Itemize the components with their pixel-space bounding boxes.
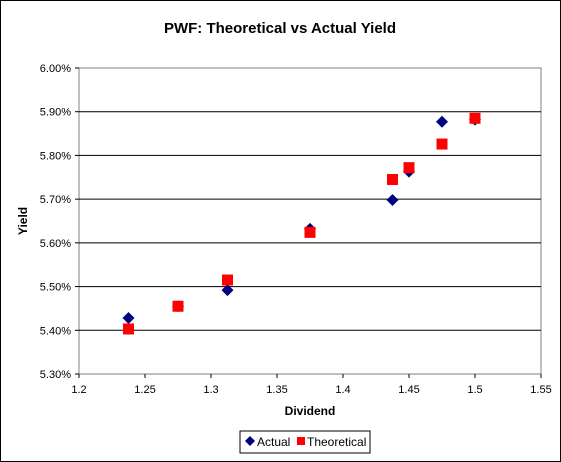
series-layer (122, 112, 481, 335)
x-tick-label: 1.2 (71, 384, 86, 396)
chart-title: PWF: Theoretical vs Actual Yield (164, 20, 396, 37)
y-axis-title: Yield (16, 207, 30, 235)
plot-area (78, 67, 542, 375)
x-axis-title: Dividend (285, 404, 336, 418)
theoretical-point (304, 226, 316, 238)
x-tick-label: 1.35 (266, 384, 287, 396)
legend: Actual Theoretical (239, 430, 371, 454)
y-tick-label: 6.00% (40, 63, 71, 75)
legend-actual-marker (245, 436, 255, 446)
actual-point (122, 312, 135, 325)
x-tick-label: 1.4 (335, 384, 350, 396)
theoretical-point (469, 112, 481, 124)
x-tick-label: 1.3 (203, 384, 218, 396)
theoretical-point (222, 274, 233, 286)
theoretical-point (387, 173, 398, 185)
legend-theoretical-marker (297, 437, 305, 445)
y-tick-label: 5.90% (40, 107, 71, 119)
y-axis: 5.30% 5.40% 5.50% 5.60% 5.70% 5.80% 5.90% 6.00% (40, 63, 79, 381)
grid-lines (79, 111, 541, 331)
x-axis: 1.2 1.25 1.3 1.35 1.4 1.45 1.5 1.55 (71, 374, 552, 396)
theoretical-point (403, 162, 415, 174)
y-tick-label: 5.80% (40, 150, 71, 162)
theoretical-point (123, 323, 134, 335)
actual-point (436, 115, 448, 128)
y-tick-label: 5.40% (40, 325, 71, 337)
x-tick-label: 1.45 (398, 384, 419, 396)
y-tick-label: 5.30% (40, 369, 71, 381)
theoretical-point (172, 300, 184, 312)
x-tick-label: 1.25 (134, 384, 155, 396)
actual-point (386, 194, 399, 207)
x-tick-label: 1.55 (530, 384, 551, 396)
theoretical-point (436, 138, 448, 150)
y-tick-label: 5.70% (40, 194, 71, 206)
actual-point (221, 284, 234, 297)
y-tick-label: 5.50% (40, 282, 71, 294)
x-tick-label: 1.5 (467, 384, 482, 396)
legend-actual-label: Actual (257, 435, 290, 449)
y-tick-label: 5.60% (40, 238, 71, 250)
legend-theoretical-label: Theoretical (307, 435, 366, 449)
